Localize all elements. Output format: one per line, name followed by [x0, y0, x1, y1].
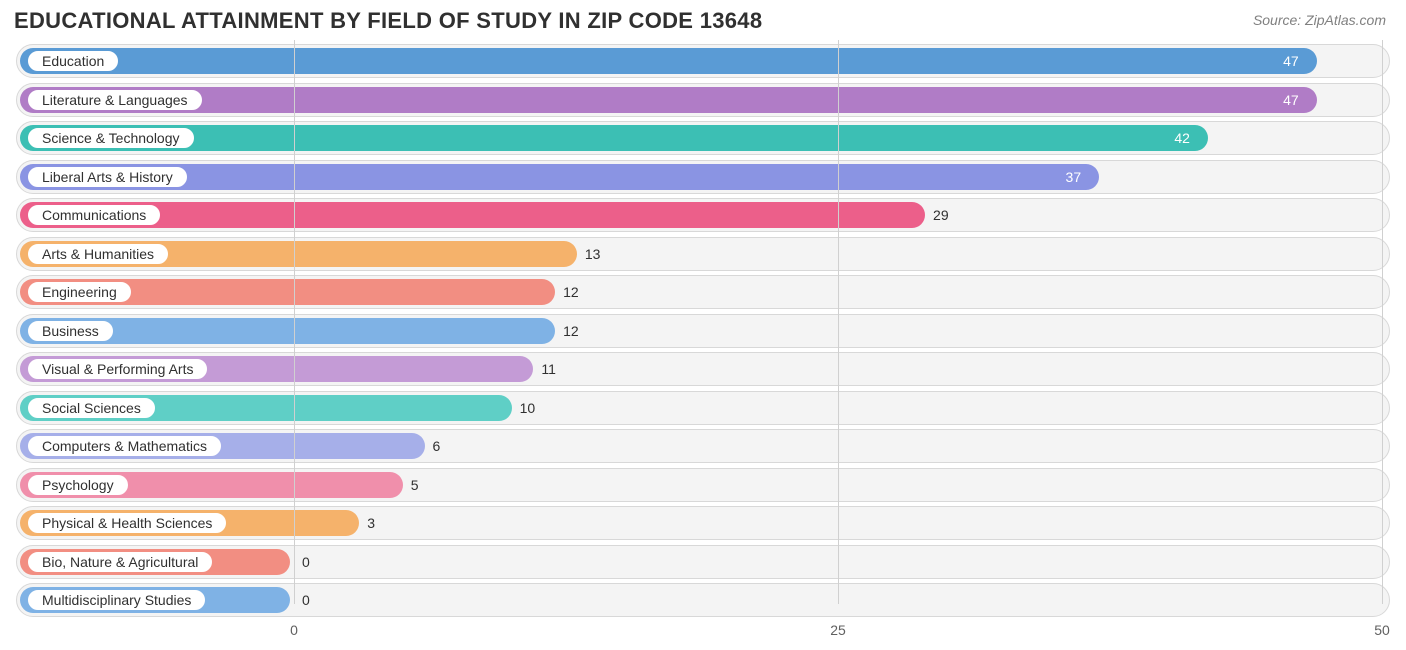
source-attribution: Source: ZipAtlas.com — [1253, 8, 1386, 28]
value-label: 6 — [425, 438, 441, 454]
bar-row: Visual & Performing Arts 11 — [16, 352, 1390, 386]
category-pill: Arts & Humanities — [26, 242, 170, 266]
x-axis: 0 25 50 — [16, 622, 1390, 650]
value-label: 10 — [512, 400, 536, 416]
bar-row: Arts & Humanities 13 — [16, 237, 1390, 271]
value-label: 0 — [294, 554, 310, 570]
bar-row: Communications 29 — [16, 198, 1390, 232]
chart-area: Education47 Literature & Languages47 Scien… — [0, 38, 1406, 617]
value-label: 42 — [20, 130, 1204, 146]
category-pill: Social Sciences — [26, 396, 157, 420]
bar-row: Liberal Arts & History37 — [16, 160, 1390, 194]
value-label: 37 — [20, 169, 1095, 185]
category-pill: Multidisciplinary Studies — [26, 588, 207, 612]
x-axis-tick: 25 — [830, 622, 846, 638]
bar-row: Physical & Health Sciences 3 — [16, 506, 1390, 540]
bar-row: Computers & Mathematics 6 — [16, 429, 1390, 463]
value-label: 3 — [359, 515, 375, 531]
category-pill: Business — [26, 319, 115, 343]
value-label: 13 — [577, 246, 601, 262]
category-pill: Communications — [26, 203, 162, 227]
bar-row: Psychology 5 — [16, 468, 1390, 502]
value-label: 0 — [294, 592, 310, 608]
category-pill: Engineering — [26, 280, 133, 304]
bar-row: Business 12 — [16, 314, 1390, 348]
x-axis-tick: 0 — [290, 622, 298, 638]
value-label: 11 — [533, 361, 556, 377]
value-label: 12 — [555, 284, 579, 300]
bar-row: Multidisciplinary Studies 0 — [16, 583, 1390, 617]
chart-title: EDUCATIONAL ATTAINMENT BY FIELD OF STUDY… — [14, 8, 762, 34]
bar-row: Social Sciences 10 — [16, 391, 1390, 425]
bar-row: Literature & Languages47 — [16, 83, 1390, 117]
category-pill: Psychology — [26, 473, 130, 497]
category-pill: Visual & Performing Arts — [26, 357, 209, 381]
bar-row: Education47 — [16, 44, 1390, 78]
category-pill: Bio, Nature & Agricultural — [26, 550, 214, 574]
x-axis-tick: 50 — [1374, 622, 1390, 638]
value-label: 47 — [20, 92, 1313, 108]
category-pill: Computers & Mathematics — [26, 434, 223, 458]
value-label: 47 — [20, 53, 1313, 69]
bar-row: Engineering 12 — [16, 275, 1390, 309]
bar-row: Science & Technology42 — [16, 121, 1390, 155]
category-pill: Physical & Health Sciences — [26, 511, 228, 535]
value-label: 29 — [925, 207, 949, 223]
value-label: 12 — [555, 323, 579, 339]
bar-row: Bio, Nature & Agricultural 0 — [16, 545, 1390, 579]
value-label: 5 — [403, 477, 419, 493]
